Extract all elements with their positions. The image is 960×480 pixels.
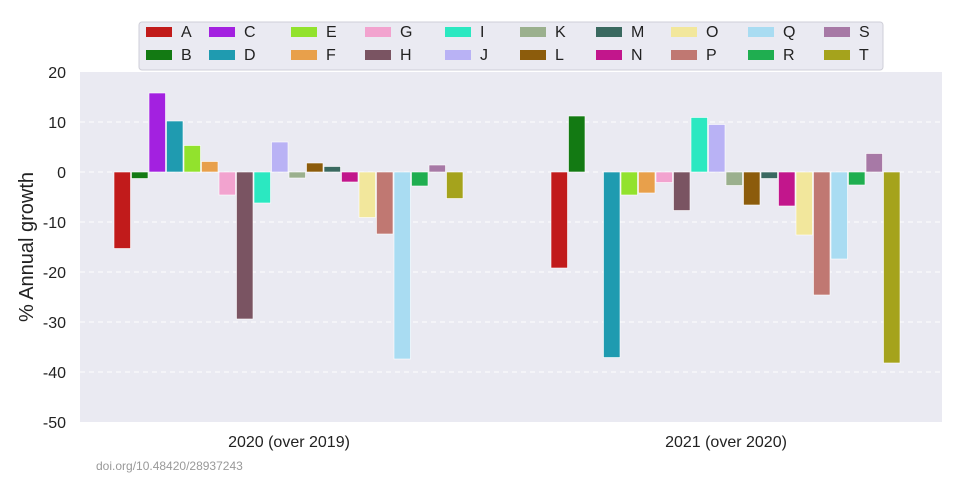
legend-label-r: R [783,47,795,64]
legend-swatch-n [596,50,622,60]
legend-label-b: B [181,47,192,64]
legend-label-n: N [631,47,643,64]
bar-b-2020 [131,171,149,179]
legend-swatch-d [209,50,235,60]
legend-swatch-l [520,50,546,60]
bar-e-2021 [620,171,638,196]
bar-h-2021 [673,171,691,211]
legend-swatch-g [365,27,391,37]
y-tick-label: 20 [48,65,66,82]
legend-label-h: H [400,47,412,64]
plot-area [80,72,942,422]
bar-i-2020 [253,171,271,204]
bar-p-2020 [376,171,394,235]
bar-o-2021 [795,171,813,236]
legend-label-l: L [555,47,564,64]
legend-swatch-c [209,27,235,37]
legend-swatch-m [596,27,622,37]
bar-b-2021 [568,115,586,173]
bar-s-2020 [428,164,446,173]
legend-swatch-i [445,27,471,37]
bar-k-2020 [288,171,306,179]
bar-m-2021 [760,171,778,179]
y-axis-title: % Annual growth [16,172,38,322]
bar-f-2020 [201,161,219,173]
legend-label-p: P [706,47,717,64]
y-tick-label: -10 [43,215,66,232]
legend-swatch-a [146,27,172,37]
y-tick-label: -30 [43,315,66,332]
bars [113,92,901,364]
bar-j-2020 [271,141,289,173]
bar-p-2021 [813,171,831,296]
bar-q-2020 [393,171,411,360]
bar-l-2020 [306,162,324,173]
legend-swatch-s [824,27,850,37]
bar-a-2020 [113,171,131,249]
bar-g-2020 [218,171,236,196]
bar-l-2021 [743,171,761,206]
legend-swatch-o [671,27,697,37]
legend-swatch-f [291,50,317,60]
legend-label-g: G [400,24,412,41]
bar-o-2020 [358,171,376,218]
bar-c-2020 [148,92,166,173]
bar-h-2020 [236,171,254,320]
legend-label-m: M [631,24,644,41]
bar-i-2021 [690,117,708,173]
bar-g-2021 [655,171,673,183]
legend-swatch-t [824,50,850,60]
bar-f-2021 [638,171,656,194]
y-tick-label: -20 [43,265,66,282]
bar-d-2020 [166,120,184,173]
legend-label-q: Q [783,24,795,41]
legend-label-e: E [326,24,337,41]
legend-label-i: I [480,24,484,41]
bar-n-2021 [778,171,796,207]
x-tick-label: 2021 (over 2020) [665,434,787,451]
legend-swatch-q [748,27,774,37]
y-axis-ticks: 20 10 0 -10 -20 -30 -40 -50 [43,65,66,432]
bar-s-2021 [865,153,883,173]
bar-t-2020 [446,171,464,199]
bar-j-2021 [708,124,726,173]
legend-label-o: O [706,24,718,41]
bar-n-2020 [341,171,359,183]
legend-swatch-r [748,50,774,60]
legend-swatch-j [445,50,471,60]
legend-swatch-e [291,27,317,37]
y-tick-label: 0 [57,165,66,182]
x-tick-label: 2020 (over 2019) [228,434,350,451]
legend-label-c: C [244,24,256,41]
legend-label-t: T [859,47,869,64]
bar-t-2021 [883,171,901,364]
bar-a-2021 [550,171,568,269]
legend-label-a: A [181,24,192,41]
bar-d-2021 [603,171,621,358]
legend-swatch-h [365,50,391,60]
bar-m-2020 [323,166,341,173]
x-axis-ticks: 2020 (over 2019) 2021 (over 2020) [228,434,787,451]
bar-q-2021 [830,171,848,260]
legend-swatch-p [671,50,697,60]
bar-k-2021 [725,171,743,186]
legend-swatch-k [520,27,546,37]
y-tick-label: -50 [43,415,66,432]
bar-r-2021 [848,171,866,186]
legend-label-j: J [480,47,488,64]
legend-label-s: S [859,24,870,41]
y-tick-label: 10 [48,115,66,132]
bar-e-2020 [183,145,201,173]
y-tick-label: -40 [43,365,66,382]
legend-label-k: K [555,24,566,41]
bar-r-2020 [411,171,429,187]
legend-label-d: D [244,47,256,64]
legend-label-f: F [326,47,336,64]
source-note: doi.org/10.48420/28937243 [96,459,243,473]
legend-swatch-b [146,50,172,60]
legend: AB CD EF GH IJ KL MN OP QR ST [138,21,884,71]
